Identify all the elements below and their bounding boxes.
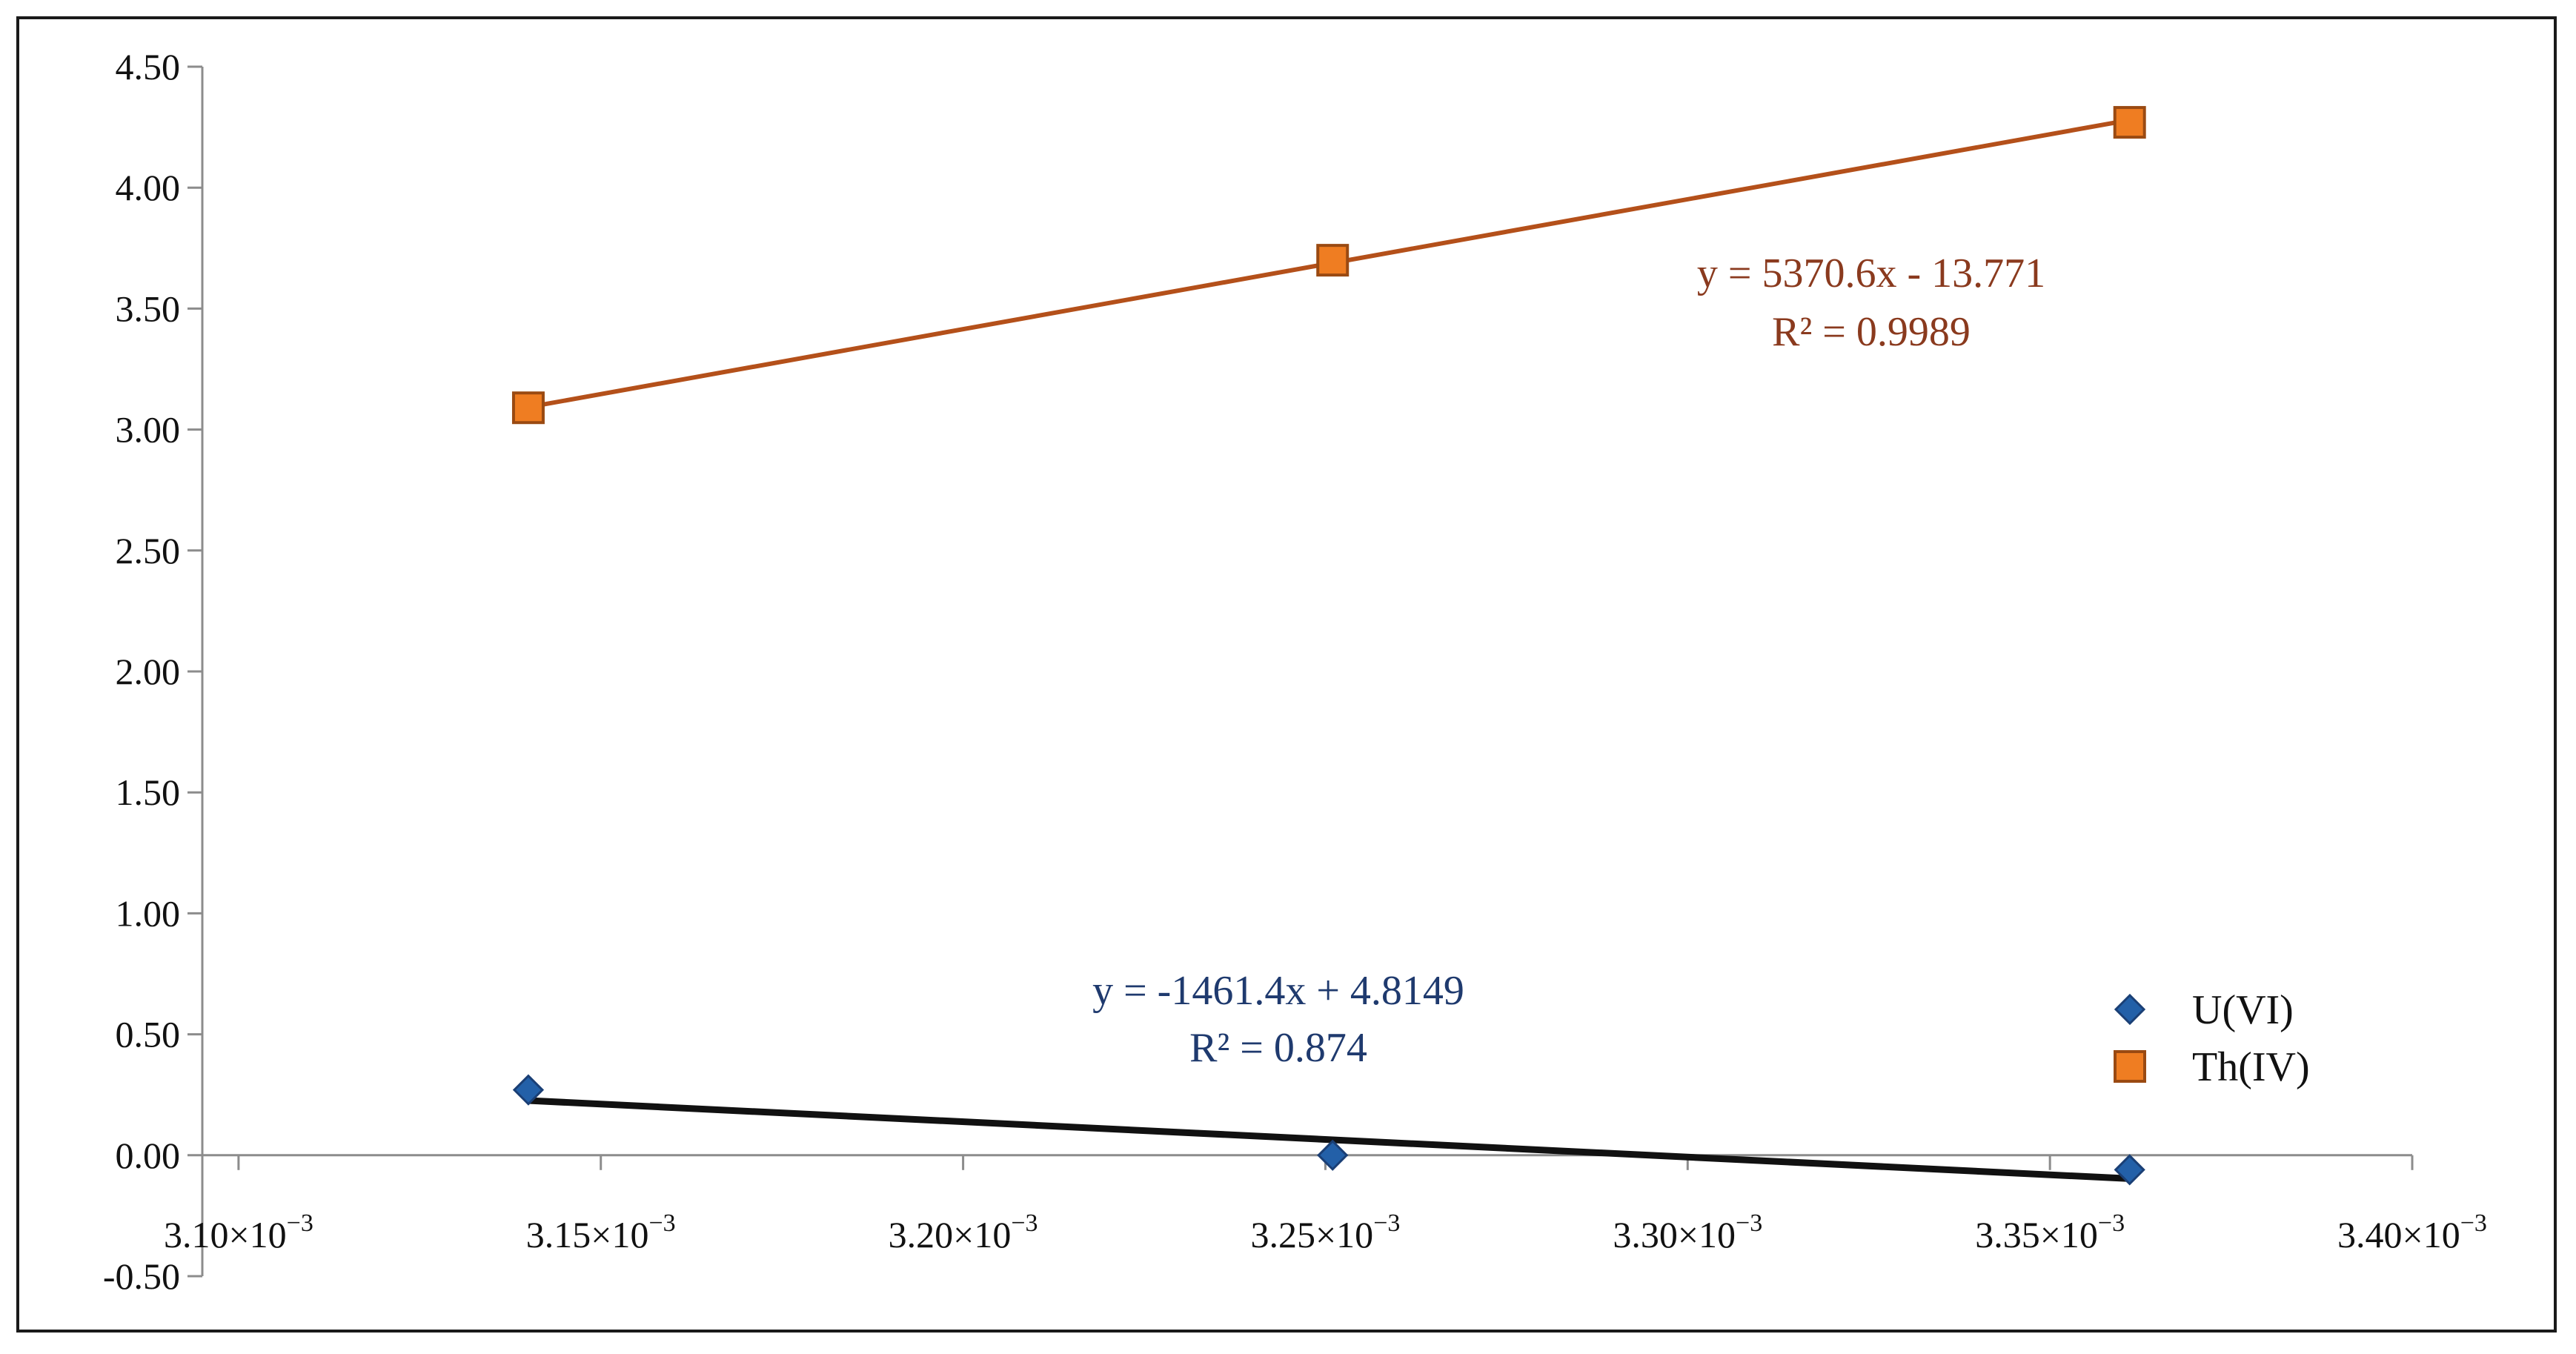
x-tick-label: 3.40×10−3 — [2337, 1209, 2487, 1255]
trend-r2: R² = 0.9989 — [1772, 309, 1971, 355]
x-tick-label: 3.10×10−3 — [164, 1209, 313, 1255]
legend-label: U(VI) — [2192, 987, 2294, 1033]
legend-marker-u-vi — [2114, 993, 2146, 1026]
y-tick-label: 1.50 — [116, 771, 181, 813]
y-tick-label: 0.00 — [116, 1135, 181, 1176]
x-tick-label: 3.20×10−3 — [889, 1209, 1038, 1255]
y-tick-label: 1.00 — [116, 892, 181, 934]
trend-equations: y = -1461.4x + 4.8149 R² = 0.874 y = 5370.… — [1092, 250, 2045, 1071]
trendline-u-vi — [528, 1097, 2130, 1182]
y-tick-label: 2.50 — [116, 530, 181, 571]
legend-marker-th-iv — [2114, 1050, 2146, 1083]
y-tick-label: 3.00 — [116, 409, 181, 451]
u-vi-point — [512, 1074, 545, 1106]
u-vi-point — [2114, 1154, 2145, 1186]
y-tick-label: 3.50 — [116, 288, 181, 329]
th-iv-point — [511, 391, 545, 425]
trend-equation: y = 5370.6x - 13.771 — [1697, 250, 2045, 296]
trend-r2: R² = 0.874 — [1189, 1025, 1367, 1071]
y-tick-label: 4.50 — [116, 46, 181, 87]
y-tick-label: -0.50 — [103, 1255, 180, 1297]
x-tick-label: 3.35×10−3 — [1975, 1209, 2125, 1255]
chart-frame — [16, 16, 2557, 1333]
legend-label: Th(IV) — [2192, 1044, 2310, 1090]
x-tick-label: 3.30×10−3 — [1613, 1209, 1762, 1255]
trend-equation: y = -1461.4x + 4.8149 — [1092, 968, 1464, 1014]
y-tick-label: 2.00 — [116, 651, 181, 692]
legend: U(VI) Th(IV) — [2114, 987, 2310, 1090]
x-tick-label: 3.25×10−3 — [1250, 1209, 1400, 1255]
u-vi-point — [1317, 1139, 1349, 1171]
axes: 4.50 4.00 3.50 3.00 2.50 2.00 1.50 1.00 0.50 0.00… — [103, 46, 2487, 1297]
th-iv-point — [1316, 244, 1350, 277]
th-iv-point — [2113, 106, 2146, 139]
y-tick-label: 0.50 — [116, 1014, 181, 1055]
y-tick-label: 4.00 — [116, 167, 181, 208]
data-points — [511, 106, 2146, 1186]
x-tick-label: 3.15×10−3 — [526, 1209, 676, 1255]
